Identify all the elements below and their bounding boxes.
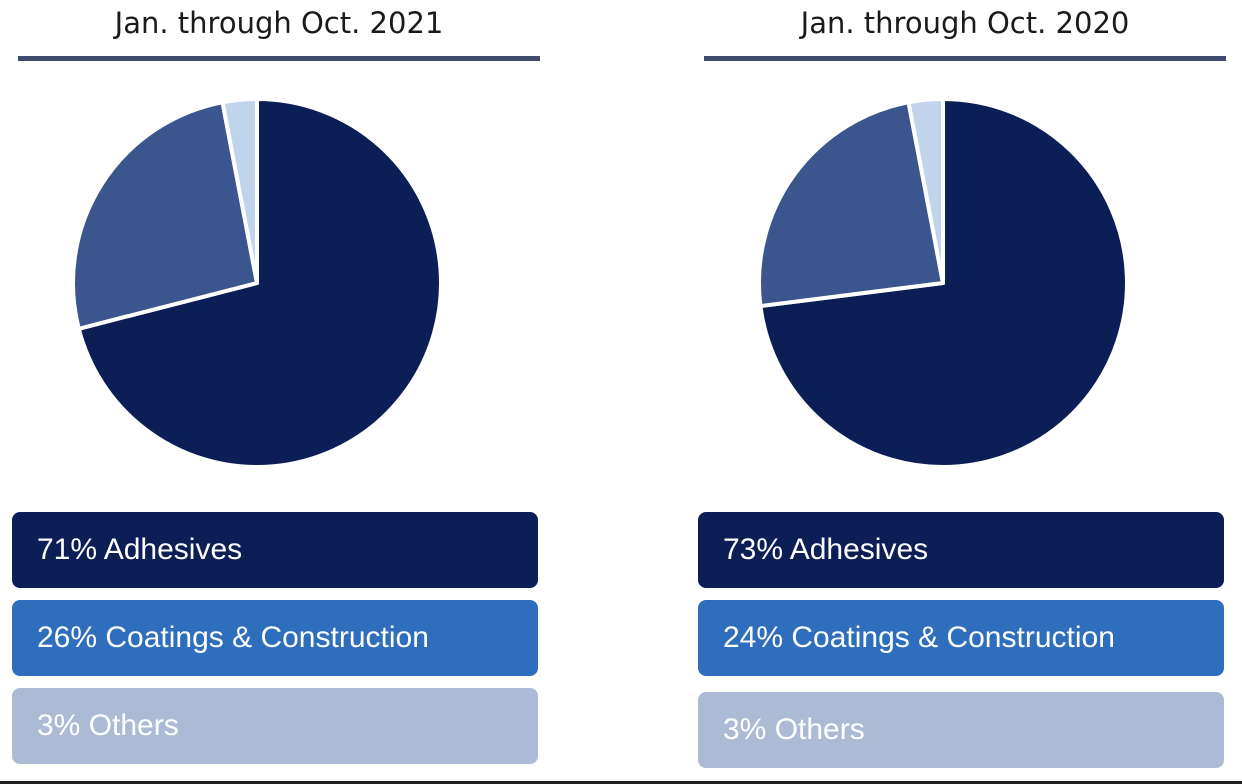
legend-others-2021: 3% Others — [12, 688, 538, 764]
chart-title-2020: Jan. through Oct. 2020 — [800, 6, 1130, 40]
legend-adhesives-2021: 71% Adhesives — [12, 512, 538, 588]
title-underline-2020 — [704, 56, 1226, 61]
pie-chart-2020 — [757, 97, 1129, 469]
chart-title-2021: Jan. through Oct. 2021 — [114, 6, 444, 40]
pie-chart-2021 — [71, 97, 443, 469]
pie-slice-coatings-construction — [757, 100, 945, 309]
chart-panel-2020: Jan. through Oct. 2020 73% Adhesives 24%… — [698, 0, 1238, 784]
bottom-border-line — [0, 781, 1242, 784]
pie-slice-others — [906, 97, 945, 285]
legend-others-2020: 3% Others — [698, 692, 1224, 768]
legend-adhesives-2020: 73% Adhesives — [698, 512, 1224, 588]
pie-slice-coatings-construction — [71, 100, 259, 331]
legend-coatings-construction-2020: 24% Coatings & Construction — [698, 600, 1224, 676]
pie-slice-others — [220, 97, 259, 285]
legend-coatings-construction-2021: 26% Coatings & Construction — [12, 600, 538, 676]
title-underline-2021 — [18, 56, 540, 61]
pie-slice-adhesives — [76, 97, 443, 469]
chart-panel-2021: Jan. through Oct. 2021 71% Adhesives 26%… — [12, 0, 552, 784]
